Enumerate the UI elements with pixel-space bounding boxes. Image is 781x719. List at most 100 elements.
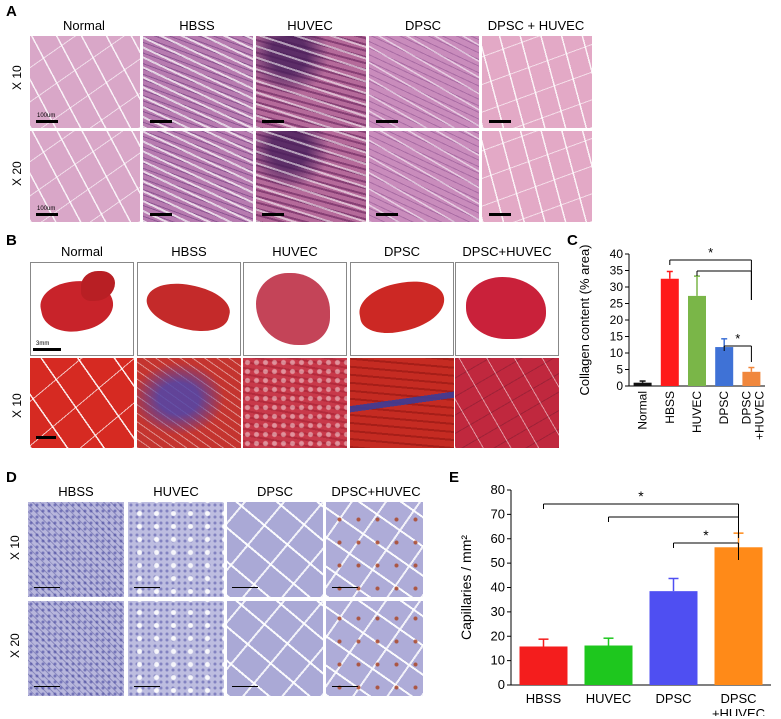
panel-a-scale-text-x20: 100um — [37, 206, 56, 212]
y-tick-label: 30 — [610, 280, 624, 294]
x-tick-label: DPSC+HUVEC — [739, 391, 766, 440]
x-tick-label: HBSS — [526, 691, 562, 706]
ihc-dpsc-huvec-x10-image — [326, 502, 423, 597]
panel-a-label: A — [6, 3, 17, 20]
he-dpsc-huvec-x10-image — [482, 36, 592, 128]
mt-hbss-x10-image — [137, 358, 241, 448]
he-normal-x10-image — [30, 36, 140, 128]
he-dpsc-x10-image — [369, 36, 479, 128]
y-tick-label: 70 — [491, 506, 505, 521]
scale-bar — [489, 120, 511, 123]
ihc-dpsc-x10-image — [227, 502, 323, 597]
panel-e-chart: 0 10 20 30 40 50 60 70 80 Capillaries / mm² HBSS HU… — [458, 482, 771, 716]
scale-bar — [262, 213, 284, 216]
x-tick-label: DPSC — [655, 691, 691, 706]
x-tick-label: HBSS — [663, 391, 677, 424]
y-tick-label: 50 — [491, 555, 505, 570]
mt-huvec-whole-section — [243, 262, 347, 356]
panel-d-col-dpsc: DPSC — [256, 484, 294, 499]
ihc-dpsc-x20-image — [227, 601, 323, 696]
x-tick-label: Normal — [636, 391, 650, 430]
significance-marker: * — [638, 488, 644, 504]
scale-bar — [36, 213, 58, 216]
y-tick-label: 15 — [610, 330, 624, 344]
scale-bar — [36, 436, 56, 439]
panel-a-col-dpsc: DPSC — [404, 18, 442, 33]
panel-b-col-huvec: HUVEC — [272, 244, 318, 259]
scale-bar — [332, 686, 358, 687]
scale-bar — [232, 686, 258, 687]
scale-bar — [34, 587, 60, 588]
mt-normal-whole-section — [30, 262, 134, 356]
panel-d-label: D — [6, 469, 17, 486]
he-huvec-x20-image — [256, 131, 366, 222]
bar — [633, 382, 652, 386]
bar — [519, 646, 568, 685]
y-axis-label: Capillaries / mm² — [458, 535, 474, 640]
x-tick-label: DPSC+HUVEC — [712, 691, 765, 716]
panel-a-col-dpsc-huvec: DPSC + HUVEC — [487, 18, 585, 33]
he-huvec-x10-image — [256, 36, 366, 128]
scale-bar — [150, 213, 172, 216]
panel-b-col-hbss: HBSS — [171, 244, 207, 259]
bar — [714, 547, 763, 685]
bar — [660, 278, 679, 386]
y-tick-label: 35 — [610, 264, 624, 278]
mt-normal-x10-image — [30, 358, 134, 448]
significance-marker: * — [703, 527, 709, 543]
y-tick-label: 0 — [616, 379, 623, 393]
bar — [584, 645, 633, 685]
scale-bar — [376, 120, 398, 123]
scale-bar — [33, 348, 61, 351]
panel-a-row-x20: X 20 — [10, 161, 24, 186]
ihc-huvec-x20-image — [128, 601, 224, 696]
panel-c-label: C — [567, 232, 578, 249]
mt-dpsc-huvec-x10-image — [455, 358, 559, 448]
ihc-huvec-x10-image — [128, 502, 224, 597]
panel-e-label: E — [449, 469, 460, 486]
bar — [688, 295, 706, 386]
y-tick-label: 10 — [610, 346, 624, 360]
y-tick-label: 0 — [498, 677, 505, 692]
panel-a-col-huvec: HUVEC — [287, 18, 333, 33]
panel-a-col-normal: Normal — [63, 18, 105, 33]
panel-b-col-dpsc: DPSC — [383, 244, 421, 259]
panel-d-col-dpsc-huvec: DPSC+HUVEC — [331, 484, 421, 499]
y-tick-label: 20 — [491, 628, 505, 643]
mt-dpsc-huvec-whole-section — [455, 262, 559, 356]
x-tick-label: HUVEC — [690, 391, 704, 433]
scale-bar — [150, 120, 172, 123]
bar — [715, 347, 734, 386]
y-tick-label: 40 — [491, 580, 505, 595]
ihc-dpsc-huvec-x20-image — [326, 601, 423, 696]
scale-bar — [134, 587, 160, 588]
scale-bar — [36, 120, 58, 123]
panel-a-row-x10: X 10 — [10, 65, 24, 90]
panel-b-col-dpsc-huvec: DPSC+HUVEC — [462, 244, 552, 259]
scale-bar — [376, 213, 398, 216]
mt-dpsc-x10-image — [350, 358, 454, 448]
panel-b-row-x10: X 10 — [10, 393, 24, 418]
x-tick-label: HUVEC — [586, 691, 632, 706]
panel-c-chart: 0 5 10 15 20 25 30 35 40 Collagen content (% area… — [577, 244, 766, 440]
scale-bar — [34, 686, 60, 687]
scale-bar — [134, 686, 160, 687]
panel-a-col-hbss: HBSS — [179, 18, 215, 33]
y-tick-label: 25 — [610, 297, 624, 311]
x-tick-label: DPSC — [717, 391, 731, 425]
he-hbss-x20-image — [143, 131, 253, 222]
ihc-hbss-x20-image — [28, 601, 124, 696]
scale-bar — [262, 120, 284, 123]
y-tick-label: 20 — [610, 313, 624, 327]
ihc-hbss-x10-image — [28, 502, 124, 597]
scale-bar — [232, 587, 258, 588]
y-tick-label: 40 — [610, 247, 624, 261]
y-tick-label: 80 — [491, 482, 505, 497]
y-tick-label: 30 — [491, 604, 505, 619]
bar — [742, 371, 761, 386]
mt-hbss-whole-section — [137, 262, 241, 356]
panel-b-col-normal: Normal — [61, 244, 103, 259]
mt-dpsc-whole-section — [350, 262, 454, 356]
he-dpsc-huvec-x20-image — [482, 131, 592, 222]
scale-bar — [332, 587, 358, 588]
